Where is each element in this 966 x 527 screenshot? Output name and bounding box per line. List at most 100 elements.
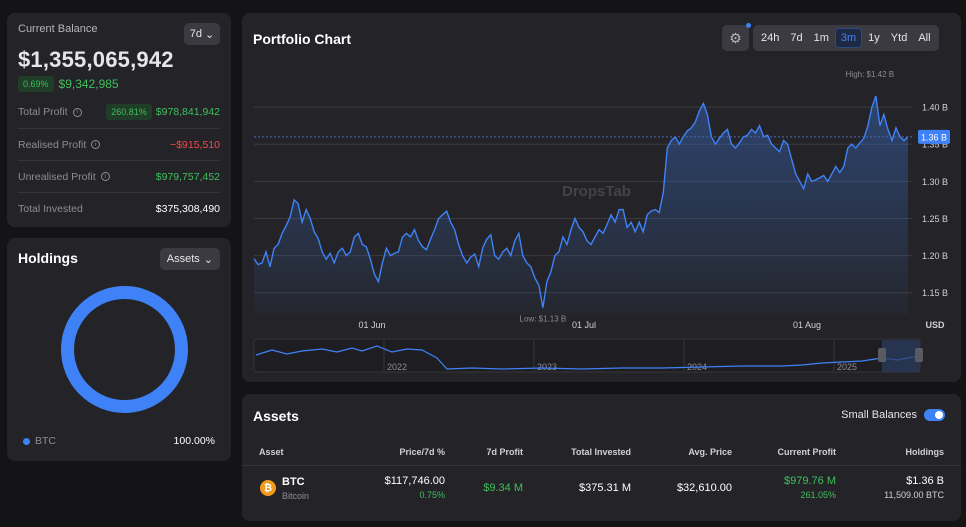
asset-avg-price: $32,610.00 (676, 482, 732, 494)
holdings-cell: $1.36 B 11,509.00 BTC (884, 475, 944, 500)
balance-change-amount: $9,342,985 (58, 77, 119, 91)
assets-table-header: Asset Price/7d % 7d Profit Total Investe… (242, 440, 961, 466)
holdings-title: Holdings (18, 250, 78, 266)
table-row[interactable]: ₿ BTC Bitcoin $117,746.00 0.75% $9.34 M … (242, 470, 961, 510)
range-1y-button[interactable]: 1y (868, 32, 880, 44)
navigator-right-handle[interactable] (915, 348, 923, 362)
chart-settings-button[interactable]: ⚙ (722, 23, 751, 51)
legend-pct: 100.00% (173, 435, 215, 447)
portfolio-line-chart[interactable]: 1.15 B 1.20 B 1.25 B 1.30 B 1.35 B 1.40 B Drop… (242, 13, 961, 382)
info-icon[interactable]: i (72, 107, 82, 117)
stat-row: Unrealised Profit i $979,757,452 (18, 160, 220, 192)
stat-value-group: −$915,510 (170, 139, 220, 151)
assets-card: Assets Small Balances Asset Price/7d % 7… (242, 394, 961, 521)
range-selector: 24h 7d 1m 3m 1y Ytd All (753, 25, 939, 51)
bitcoin-icon: ₿ (260, 480, 276, 496)
range-all-button[interactable]: All (918, 32, 931, 44)
y-tick-label: 1.40 B (922, 103, 948, 113)
col-asset[interactable]: Asset (259, 447, 284, 457)
gear-icon: ⚙ (729, 29, 742, 46)
legend-name: BTC (35, 435, 56, 447)
stat-row: Total Invested $375,308,490 (18, 192, 220, 224)
stat-label-text: Unrealised Profit (18, 170, 96, 183)
legend-color-dot (23, 437, 30, 445)
stat-row: Total Profit i 260.81% $978,841,942 (18, 96, 220, 128)
chart-area-fill (254, 96, 908, 315)
balance-change-pct: 0.69% (18, 76, 54, 92)
assets-title: Assets (253, 408, 299, 424)
y-tick-label: 1.35 B (922, 140, 948, 150)
period-value: 7d (189, 28, 203, 40)
navigator-left-handle[interactable] (878, 348, 886, 362)
holdings-filter-dropdown[interactable]: Assets ⌄ (159, 248, 220, 270)
info-icon[interactable]: i (100, 172, 110, 181)
avg-price-cell: $32,610.00 (677, 482, 732, 494)
balance-card: Current Balance 7d ⌄ $1,355,065,942 0.69… (7, 13, 231, 227)
y-tick-label: 1.20 B (922, 251, 948, 261)
stat-label: Total Profit i (18, 106, 82, 118)
currency-label: USD (925, 320, 945, 330)
total-invested-cell: $375.31 M (579, 482, 631, 494)
balance-stats: Total Profit i 260.81% $978,841,942 Realised… (18, 96, 220, 224)
holdings-donut-chart[interactable] (61, 286, 188, 413)
balance-value: $1,355,065,942 (18, 47, 174, 72)
current-value-label: 1.36 B (921, 132, 947, 142)
profit-7d-cell: $9.34 M (483, 482, 523, 494)
balance-change: 0.69% $9,342,985 (18, 76, 220, 92)
stat-label: Unrealised Profit i (18, 171, 110, 183)
stat-row: Realised Profit i −$915,510 (18, 128, 220, 160)
col-price[interactable]: Price/7d % (399, 447, 445, 457)
col-holdings[interactable]: Holdings (905, 447, 945, 457)
current-value-badge (918, 129, 950, 144)
stat-value-group: 260.81% $978,841,942 (106, 104, 220, 120)
period-dropdown[interactable]: 7d ⌄ (184, 23, 220, 45)
holdings-card: Holdings Assets ⌄ BTC 100.00% (7, 238, 231, 461)
asset-name: Bitcoin (282, 491, 310, 501)
col-7d-profit[interactable]: 7d Profit (486, 447, 523, 457)
asset-current-profit-pct: 261.05% (800, 490, 836, 500)
stat-label-text: Total Profit (18, 106, 68, 118)
col-avg-price[interactable]: Avg. Price (688, 447, 732, 457)
range-24h-button[interactable]: 24h (761, 32, 780, 44)
navigator-year-label: 2025 (837, 362, 857, 372)
range-navigator (253, 338, 921, 373)
asset-holdings-amount: 11,509.00 BTC (884, 490, 944, 500)
y-tick-label: 1.25 B (922, 214, 948, 224)
holdings-legend-item: BTC 100.00% (23, 435, 215, 447)
col-total-invested[interactable]: Total Invested (571, 447, 631, 457)
x-tick-label: 01 Jun (358, 320, 385, 330)
stat-value: $979,757,452 (155, 170, 220, 183)
x-tick-label: 01 Jul (572, 320, 596, 330)
stat-value: −$915,510 (170, 138, 220, 151)
range-3m-button[interactable]: 3m (834, 28, 863, 48)
range-1m-button[interactable]: 1m (813, 32, 829, 44)
portfolio-chart-title: Portfolio Chart (253, 31, 351, 47)
stat-label-text: Total Invested (18, 202, 83, 215)
asset-current-profit: $979.76 M (784, 475, 836, 487)
y-tick-label: 1.30 B (922, 177, 948, 187)
range-7d-button[interactable]: 7d (790, 32, 803, 44)
chevron-down-icon: ⌄ (203, 253, 213, 266)
small-balances-toggle[interactable] (924, 409, 945, 421)
stat-label: Realised Profit i (18, 139, 101, 151)
dropstab-watermark: DropsTab (562, 183, 631, 200)
stat-value-group: $375,308,490 (156, 203, 220, 215)
info-icon[interactable]: i (91, 140, 101, 149)
stat-value: $978,841,942 (155, 106, 220, 118)
notification-dot (746, 23, 751, 28)
col-current-profit[interactable]: Current Profit (777, 447, 837, 457)
stat-value-group: $979,757,452 (156, 171, 220, 183)
navigator-line (255, 345, 919, 370)
navigator-selection (882, 340, 920, 372)
asset-holdings-value: $1.36 B (906, 475, 944, 487)
low-label: Low: $1.13 B (520, 315, 567, 324)
holdings-filter-label: Assets (166, 253, 200, 265)
chevron-down-icon: ⌄ (205, 28, 215, 41)
range-ytd-button[interactable]: Ytd (890, 32, 908, 44)
asset-price-change: 0.75% (419, 490, 445, 500)
chart-series-line (253, 95, 909, 308)
stat-label: Total Invested (18, 203, 83, 215)
navigator-year-label: 2023 (537, 362, 557, 372)
navigator-year-label: 2022 (387, 362, 407, 372)
current-balance-label: Current Balance (18, 23, 98, 35)
